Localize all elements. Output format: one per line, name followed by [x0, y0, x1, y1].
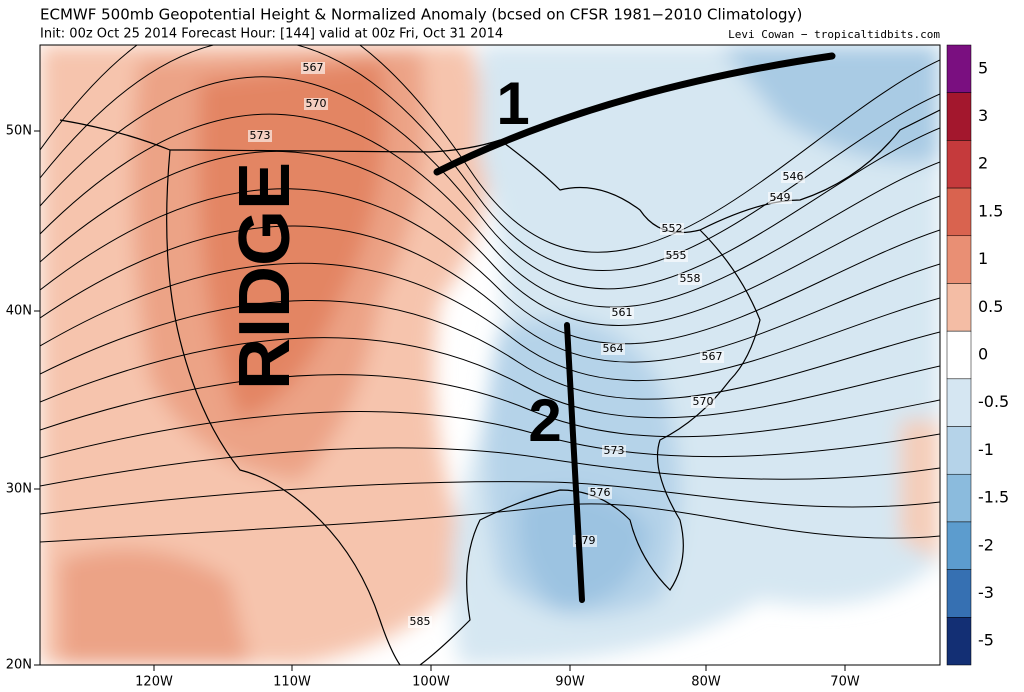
colorbar-swatch — [946, 378, 972, 427]
colorbar-label: 1.5 — [978, 201, 1003, 220]
contour-label: 585 — [410, 615, 431, 628]
map-area: 567 570 573 546 549 552 555 558 561 564 567 570 573 5… — [40, 45, 940, 665]
contour-line — [40, 262, 940, 382]
contour-label: 555 — [666, 249, 687, 262]
contour-label-bg — [700, 351, 724, 363]
contour-label-bg — [781, 171, 805, 183]
trough-line-1 — [433, 52, 836, 176]
contour-label-bg — [588, 487, 612, 499]
ridge-label: RIDGE — [225, 162, 305, 390]
contour-label-bg — [678, 273, 702, 285]
contour-label-bg — [304, 98, 328, 110]
lat-label: 40N — [6, 304, 32, 319]
lat-label: 20N — [6, 658, 32, 673]
colorbar-label: -2 — [978, 535, 994, 554]
colorbar-swatch — [946, 235, 972, 284]
map-frame — [39, 44, 941, 666]
colorbar-swatch — [946, 473, 972, 523]
colorbar-label: 3 — [978, 106, 988, 125]
contour-line — [40, 225, 940, 363]
contour-label: 564 — [603, 342, 624, 355]
contour-label-bg — [691, 396, 715, 408]
lon-label: 120W — [135, 675, 173, 690]
contour-label: 552 — [662, 222, 683, 235]
colorbar-label: -1.5 — [978, 488, 1009, 507]
colorbar-swatch — [946, 569, 972, 618]
contour-label: 576 — [590, 486, 611, 499]
colorbar-label: -3 — [978, 583, 994, 602]
contour-label-bg — [301, 62, 325, 74]
contour-line — [40, 503, 940, 543]
colorbar-swatch — [946, 283, 972, 332]
contour-line — [40, 150, 940, 326]
colorbar-label: -5 — [978, 631, 994, 650]
lat-label: 50N — [6, 124, 32, 139]
colorbar-label: -1 — [978, 440, 994, 459]
contour-line — [40, 411, 940, 459]
contour-label-bg — [408, 616, 432, 628]
colorbar-label: 5 — [978, 58, 988, 77]
contour-label: 567 — [303, 61, 324, 74]
colorbar: 5 3 2 1.5 1 0.5 0 -0.5 -1 -1.5 -2 -3 -5 — [946, 44, 1009, 666]
lon-label: 100W — [412, 675, 450, 690]
colorbar-swatch — [946, 44, 972, 93]
contour-label: 546 — [783, 170, 804, 183]
contour-label: 570 — [306, 97, 327, 110]
contour-label: 570 — [693, 395, 714, 408]
lat-label: 30N — [6, 482, 32, 497]
lon-label: 110W — [273, 675, 311, 690]
colorbar-swatch — [946, 187, 972, 237]
colorbar-label: 2 — [978, 154, 988, 173]
subtitle: Init: 00z Oct 25 2014 Forecast Hour: [14… — [40, 27, 503, 42]
anomaly-shading — [40, 45, 940, 665]
contour-label-bg — [768, 192, 792, 204]
colorbar-label: 0.5 — [978, 297, 1003, 316]
label-1: 1 — [496, 70, 529, 137]
contour-line — [40, 481, 940, 515]
contour-label: 549 — [770, 191, 791, 204]
contour-label: 561 — [612, 306, 633, 319]
contour-line — [40, 299, 940, 400]
height-contours: 567 570 573 546 549 552 555 558 561 564 567 570 573 5… — [40, 45, 940, 628]
contour-label-bg — [664, 250, 688, 262]
colorbar-label: 0 — [978, 345, 988, 364]
contour-line — [40, 113, 940, 308]
contour-line — [40, 45, 940, 271]
lon-label: 70W — [830, 675, 860, 690]
colorbar-swatch — [946, 140, 972, 189]
axes: 50N 40N 30N 20N 120W 110W 100W 90W 80W 70W — [6, 124, 860, 690]
credit: Levi Cowan − tropicaltidbits.com — [728, 28, 940, 41]
contour-label-bg — [660, 223, 684, 235]
colorbar-label: 1 — [978, 249, 988, 268]
lon-label: 80W — [691, 675, 721, 690]
colorbar-swatch — [946, 92, 972, 141]
contour-label-bg — [248, 130, 272, 142]
lon-label: 90W — [555, 675, 585, 690]
contour-label-bg — [610, 307, 634, 319]
contour-line — [40, 76, 940, 290]
contour-label: 573 — [250, 129, 271, 142]
contour-label: 567 — [702, 350, 723, 363]
colorbar-label: -0.5 — [978, 392, 1009, 411]
contour-line — [40, 447, 940, 487]
title: ECMWF 500mb Geopotential Height & Normal… — [40, 6, 802, 24]
coastline — [59, 109, 940, 665]
contour-label: 558 — [680, 272, 701, 285]
label-2: 2 — [528, 387, 561, 454]
colorbar-swatch — [946, 617, 972, 666]
colorbar-swatch — [946, 426, 972, 475]
contour-line — [40, 374, 940, 438]
trough-line-2 — [564, 322, 585, 603]
contour-line — [40, 45, 940, 253]
contour-label-bg — [602, 445, 626, 457]
contour-label: 573 — [604, 444, 625, 457]
contour-line — [40, 337, 940, 419]
contour-label-bg — [601, 343, 625, 355]
contour-line — [40, 188, 940, 345]
colorbar-swatch — [946, 330, 972, 380]
colorbar-swatch — [946, 521, 972, 570]
